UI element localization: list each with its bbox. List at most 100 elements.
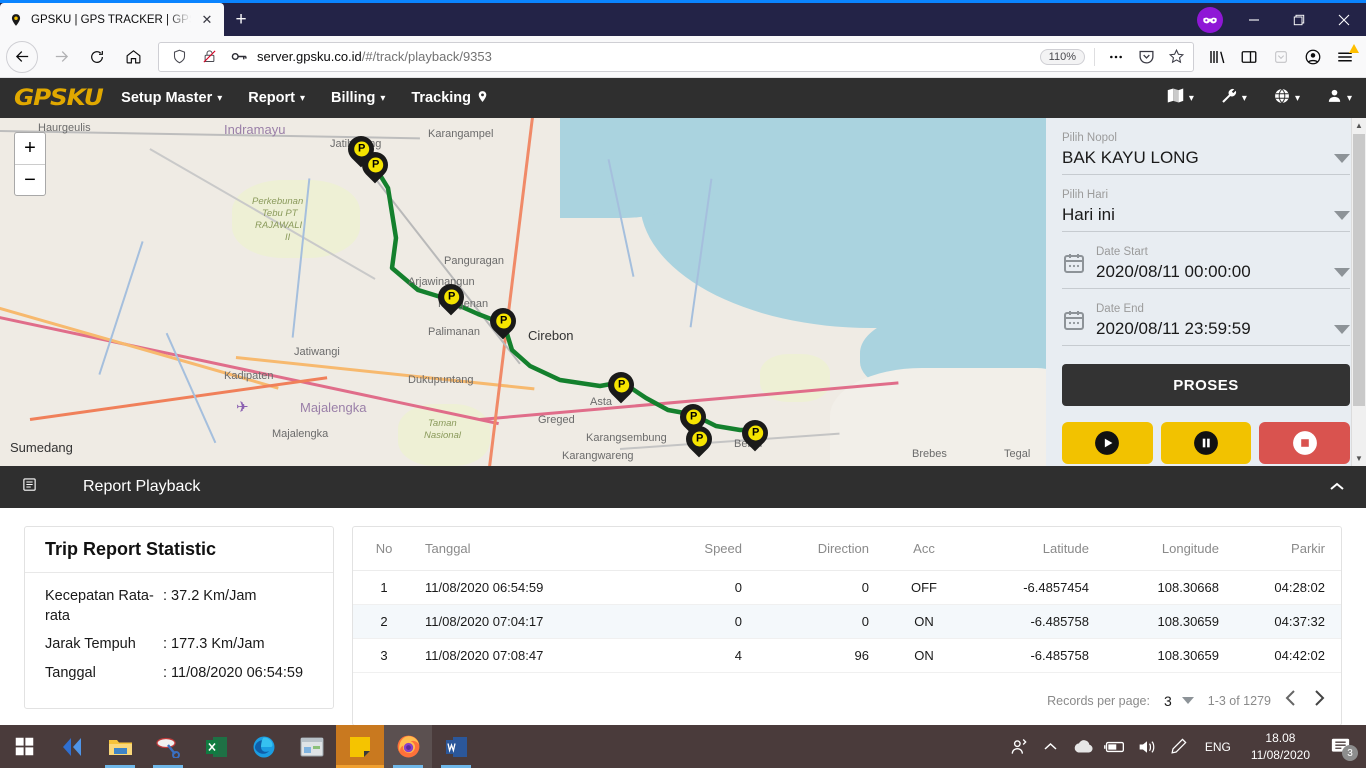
shield-icon[interactable]	[167, 45, 191, 69]
reload-button[interactable]	[80, 41, 114, 73]
hari-select[interactable]: Hari ini	[1062, 205, 1350, 232]
column-header-parkir[interactable]: Parkir	[1229, 527, 1341, 571]
browser-tab[interactable]: GPSKU | GPS TRACKER | GPSKU ✕	[0, 3, 224, 36]
column-header-no[interactable]: No	[353, 527, 415, 571]
calendar-icon[interactable]	[1062, 251, 1088, 280]
taskbar-app-excel[interactable]	[192, 725, 240, 768]
window-minimize-button[interactable]	[1231, 3, 1276, 36]
key-icon[interactable]	[227, 45, 251, 69]
pin-label: P	[443, 289, 459, 305]
previous-page-button[interactable]	[1285, 690, 1296, 711]
play-button[interactable]	[1062, 422, 1153, 464]
proses-button[interactable]: PROSES	[1062, 364, 1350, 406]
parking-marker-pin[interactable]: P	[432, 278, 470, 316]
meet-now-icon[interactable]	[1003, 725, 1035, 768]
pause-button[interactable]	[1160, 422, 1252, 464]
app-logo[interactable]: GPSKU	[14, 85, 104, 111]
nav-tracking[interactable]: Tracking	[411, 89, 489, 108]
clock[interactable]: 18.08 11/08/2020	[1241, 730, 1320, 762]
nav-setup-master[interactable]: Setup Master ▾	[121, 90, 222, 106]
url-bar[interactable]: server.gpsku.co.id/#/track/playback/9353…	[158, 41, 1194, 72]
taskbar-app-fastforward[interactable]	[48, 725, 96, 768]
window-maximize-button[interactable]	[1276, 3, 1321, 36]
map-zoom-out-button[interactable]: −	[15, 164, 45, 195]
library-icon[interactable]	[1202, 41, 1232, 73]
zoom-level-badge[interactable]: 110%	[1039, 48, 1085, 65]
pin-head: P	[602, 366, 640, 404]
records-per-page-select[interactable]: 3	[1164, 693, 1194, 709]
window-close-button[interactable]	[1321, 3, 1366, 36]
private-browsing-icon[interactable]	[1197, 7, 1223, 33]
pocket-icon[interactable]	[1134, 45, 1158, 69]
account-icon[interactable]	[1298, 41, 1328, 73]
column-header-latitude[interactable]: Latitude	[969, 527, 1099, 571]
date-end-field[interactable]: Date End 2020/08/11 23:59:59	[1062, 303, 1350, 346]
stat-row: Kecepatan Rata-rata: 37.2 Km/Jam	[45, 587, 313, 626]
parking-marker-pin[interactable]: P	[484, 302, 522, 340]
app-menu-icon[interactable]	[1330, 41, 1360, 73]
date-start-field[interactable]: Date Start 2020/08/11 00:00:00	[1062, 246, 1350, 289]
nav-report[interactable]: Report ▾	[248, 90, 305, 106]
back-button[interactable]	[6, 40, 38, 73]
globe-icon	[1273, 87, 1291, 110]
notification-center-button[interactable]: 3	[1320, 725, 1360, 768]
table-row[interactable]: 2 11/08/2020 07:04:17 0 0 ON -6.485758 108.306…	[353, 604, 1341, 639]
scroll-up-icon[interactable]: ▲	[1355, 121, 1363, 130]
column-header-longitude[interactable]: Longitude	[1099, 527, 1229, 571]
parking-marker-pin[interactable]: P	[680, 420, 718, 458]
map-zoom-in-button[interactable]: +	[24, 137, 36, 159]
sidebar-toggle-icon[interactable]	[1234, 41, 1264, 73]
new-tab-button[interactable]: +	[235, 8, 247, 30]
taskbar-app-file-explorer[interactable]	[96, 725, 144, 768]
show-hidden-icons-chevron-up-icon[interactable]	[1035, 725, 1067, 768]
tab-close-icon[interactable]: ✕	[201, 11, 213, 27]
stop-button[interactable]	[1259, 422, 1351, 464]
battery-icon[interactable]	[1099, 725, 1131, 768]
report-playback-bar[interactable]: Report Playback	[0, 466, 1366, 508]
header-tools-menu[interactable]: ▾	[1220, 87, 1247, 110]
column-header-direction[interactable]: Direction	[752, 527, 879, 571]
parking-marker-pin[interactable]: P	[736, 414, 774, 452]
header-map-menu[interactable]: ▾	[1166, 87, 1194, 109]
insecure-connection-icon[interactable]	[197, 45, 221, 69]
pen-icon[interactable]	[1163, 725, 1195, 768]
forward-button[interactable]	[44, 41, 78, 73]
table-row[interactable]: 3 11/08/2020 07:08:47 4 96 ON -6.485758 108.30…	[353, 638, 1341, 673]
location-pin-icon	[476, 89, 489, 108]
taskbar-app-notes[interactable]	[336, 725, 384, 768]
collapse-chevron-up-icon[interactable]	[1330, 478, 1344, 496]
map-label: Majalengka	[300, 400, 367, 415]
map-canvas[interactable]: ✈ HaurgeulisIndramayuKarangampelJatibara…	[0, 118, 1046, 466]
page-actions-icon[interactable]	[1104, 45, 1128, 69]
scroll-down-icon[interactable]: ▼	[1355, 454, 1363, 463]
taskbar-app-firefox[interactable]	[384, 725, 432, 768]
taskbar-app-satellite[interactable]	[144, 725, 192, 768]
column-header-acc[interactable]: Acc	[879, 527, 969, 571]
onedrive-cloud-icon[interactable]	[1067, 725, 1099, 768]
sidebar-scrollbar[interactable]: ▲ ▼	[1351, 118, 1366, 466]
home-button[interactable]	[116, 41, 150, 73]
column-header-tanggal[interactable]: Tanggal	[415, 527, 625, 571]
parking-marker-pin[interactable]: P	[356, 146, 394, 184]
taskbar-app-word[interactable]	[432, 725, 480, 768]
taskbar-app-window[interactable]	[288, 725, 336, 768]
volume-icon[interactable]	[1131, 725, 1163, 768]
calendar-icon[interactable]	[1062, 308, 1088, 337]
table-row[interactable]: 1 11/08/2020 06:54:59 0 0 OFF -6.4857454 108.3…	[353, 570, 1341, 605]
nav-billing[interactable]: Billing ▾	[331, 90, 385, 106]
container-shield-icon[interactable]	[1266, 41, 1296, 73]
next-page-button[interactable]	[1314, 690, 1325, 711]
start-button[interactable]	[0, 725, 48, 768]
parking-marker-pin[interactable]: P	[602, 366, 640, 404]
nopol-select[interactable]: BAK KAYU LONG	[1062, 148, 1350, 175]
scrollbar-thumb[interactable]	[1353, 134, 1365, 406]
taskbar-app-edge[interactable]	[240, 725, 288, 768]
bookmark-star-icon[interactable]	[1164, 45, 1188, 69]
header-language-menu[interactable]: ▾	[1273, 87, 1300, 110]
map-icon	[1166, 87, 1185, 109]
column-header-speed[interactable]: Speed	[625, 527, 752, 571]
header-user-menu[interactable]: ▾	[1326, 87, 1352, 109]
pin-label: P	[685, 409, 701, 425]
chevron-down-icon: ▾	[1241, 92, 1247, 104]
language-indicator[interactable]: ENG	[1204, 739, 1231, 754]
